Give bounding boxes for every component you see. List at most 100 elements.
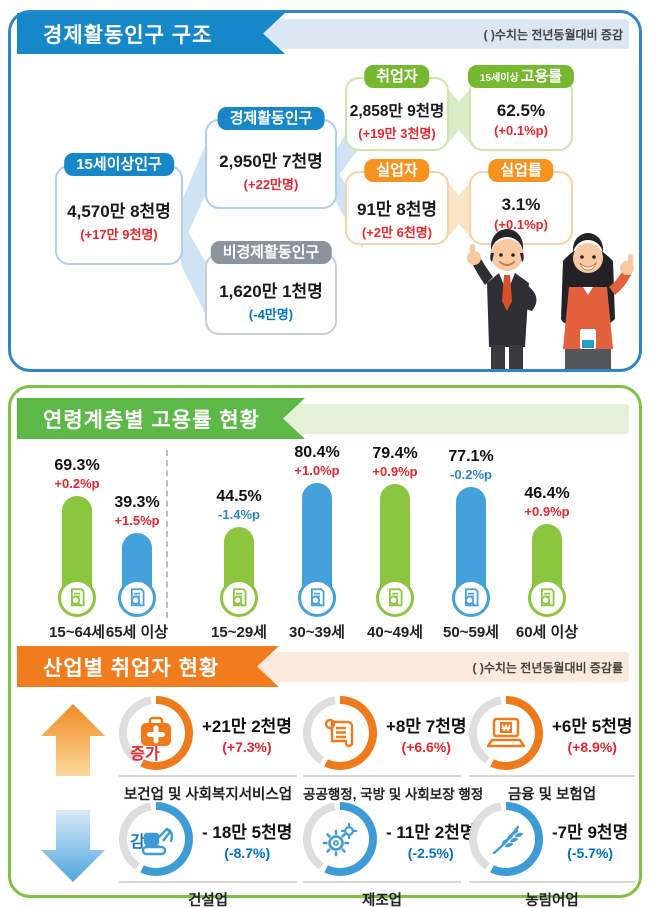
bar-65plus: 39.3% +1.5%p 65세 이상 [99, 494, 175, 642]
box-population-15plus-value: 4,570만 8천명 [67, 202, 171, 221]
box-employment-rate: 15세이상 고용률 62.5% (+0.1%p) [467, 65, 575, 151]
medical-bag-icon [119, 696, 193, 770]
bar-value: 44.5% [216, 488, 262, 505]
industry-label: 건설업 [119, 881, 297, 908]
industry-construction: - 18만 5천명 (-8.7%) 건설업 [119, 802, 297, 908]
box-unemployment-rate-label: 실업률 [488, 159, 554, 182]
bar-change: -0.2%p [450, 467, 492, 482]
box-unemployment-rate-value: 3.1% [501, 195, 541, 214]
industry-pct: (-5.7%) [567, 844, 614, 861]
bar-value: 69.3% [54, 457, 100, 474]
box-non-econ-label: 비경제활동인구 [210, 241, 332, 264]
document-search-icon [376, 579, 414, 617]
box-employed-change: (+19만 3천명) [358, 126, 436, 141]
industry-health: +21만 2천명 (+7.3%) 보건업 및 사회복지서비스업 [119, 696, 297, 804]
box-employed-value: 2,858만 9천명 [349, 103, 445, 120]
bar-value: 80.4% [294, 444, 340, 461]
section3-header: 산업별 취업자 현황 ( )수치는 전년동월대비 증감률 [11, 646, 639, 692]
bar-category: 15~29세 [211, 624, 267, 641]
industry-manufacturing: - 11만 2천명 (-2.5%) 제조업 [303, 802, 475, 908]
box-non-econ: 비경제활동인구 1,620만 1천명 (-4만명) [205, 241, 337, 335]
increase-arrow-label: 증가 [130, 746, 160, 763]
bar-change: +0.9%p [524, 504, 570, 519]
laptop-won-icon: ₩ [469, 696, 543, 770]
box-unemployed-label: 실업자 [364, 159, 430, 182]
section3-title: 산업별 취업자 현황 [17, 646, 279, 687]
box-employment-rate-value: 62.5% [496, 101, 546, 120]
industry-value: +21만 2천명 [202, 716, 292, 736]
industry-label: 금융 및 보험업 [469, 775, 635, 804]
bar-category: 65세 이상 [105, 624, 169, 641]
bar-category: 60세 이상 [515, 624, 579, 641]
wheat-icon [469, 802, 543, 876]
bar-value: 46.4% [524, 485, 570, 502]
document-search-icon [298, 579, 336, 617]
bar-60plus: 46.4% +0.9%p 60세 이상 [509, 485, 585, 642]
bar-value: 79.4% [372, 445, 418, 462]
bar-category: 50~59세 [443, 624, 499, 641]
industry-label: 공공행정, 국방 및 사회보장 행정 [303, 775, 483, 803]
section1-note: ( )수치는 전년동월대비 증감 [483, 28, 623, 42]
bar-change: +1.5%p [114, 513, 160, 528]
industry-public-admin: +8만 7천명 (+6.6%) 공공행정, 국방 및 사회보장 행정 [303, 696, 483, 803]
industry-value: - 11만 2천명 [386, 822, 476, 842]
box-population-15plus: 15세이상인구 4,570만 8천명 (+17만 9천명) [55, 153, 183, 265]
box-non-econ-change: (-4만명) [248, 307, 294, 322]
bar-category: 30~39세 [289, 624, 345, 641]
industry-pct: (-8.7%) [224, 844, 271, 861]
employment-panel: 연령계층별 고용률 현황 69.3% +0.2%p 15~64세 39.3% +… [8, 385, 642, 908]
document-search-icon [528, 579, 566, 617]
industry-value: +6만 5천명 [552, 716, 633, 736]
people-illustration [467, 229, 634, 369]
bar-15-29: 44.5% -1.4%p 15~29세 [201, 488, 277, 642]
bar-change: +0.9%p [372, 464, 418, 479]
bar-change: -1.4%p [218, 507, 260, 522]
section1-header: 경제활동인구 구조 ( )수치는 전년동월대비 증감 [11, 13, 639, 59]
box-unemployment-rate: 실업률 3.1% (+0.1%p) [469, 159, 573, 245]
box-population-15plus-change: (+17만 9천명) [80, 227, 158, 242]
document-search-icon [452, 579, 490, 617]
box-econ-active: 경제활동인구 2,950만 7천명 (+22만명) [205, 107, 337, 209]
bar-15-64: 69.3% +0.2%p 15~64세 [39, 457, 115, 642]
section2-title: 연령계층별 고용률 현황 [17, 398, 305, 439]
industry-label: 농림어업 [469, 881, 635, 908]
box-employed-label: 취업자 [364, 65, 430, 88]
bar-change: +1.0%p [294, 463, 340, 478]
industry-label: 제조업 [303, 881, 461, 908]
bar-category: 40~49세 [367, 624, 423, 641]
document-search-icon [118, 579, 156, 617]
scroll-icon [303, 696, 377, 770]
bar-change: +0.2%p [54, 476, 100, 491]
industry-pct: (+8.9%) [567, 738, 617, 755]
box-unemployment-rate-change: (+0.1%p) [494, 217, 548, 232]
industry-value: -7만 9천명 [552, 822, 629, 842]
industry-label: 보건업 및 사회복지서비스업 [119, 775, 297, 804]
box-econ-active-label: 경제활동인구 [217, 107, 325, 130]
section2-header: 연령계층별 고용률 현황 [11, 398, 639, 444]
document-search-icon [220, 579, 258, 617]
industry-pct: (-2.5%) [407, 844, 454, 861]
box-unemployed-value: 91만 8천명 [356, 200, 437, 219]
box-employment-rate-change: (+0.1%p) [494, 123, 548, 138]
excavator-icon [119, 802, 193, 876]
bar-group-separator [166, 450, 168, 618]
bar-value: 39.3% [114, 494, 160, 511]
industry-pct: (+6.6%) [401, 738, 451, 755]
bar-category: 15~64세 [49, 624, 105, 641]
industry-value: - 18만 5천명 [202, 822, 293, 842]
svg-text:₩: ₩ [502, 723, 511, 733]
box-employed: 취업자 2,858만 9천명 (+19만 3천명) [345, 65, 449, 151]
box-econ-active-value: 2,950만 7천명 [219, 152, 323, 171]
box-unemployed-change: (+2만 6천명) [361, 225, 433, 240]
economic-activity-structure-panel: 경제활동인구 구조 ( )수치는 전년동월대비 증감 15세이상인구 4,570… [8, 10, 642, 372]
industry-pct: (+7.3%) [222, 738, 272, 755]
employment-rate-bar-chart: 69.3% +0.2%p 15~64세 39.3% +1.5%p 65세 이상 … [11, 444, 639, 646]
section1-title: 경제활동인구 구조 [17, 13, 285, 54]
industry-value: +8만 7천명 [386, 716, 467, 736]
industry-finance: ₩ +6만 5천명 (+8.9%) 금융 및 보험업 [469, 696, 635, 804]
industry-agriculture: -7만 9천명 (-5.7%) 농림어업 [469, 802, 635, 908]
box-unemployed: 실업자 91만 8천명 (+2만 6천명) [345, 159, 449, 245]
bar-50-59: 77.1% -0.2%p 50~59세 [433, 448, 509, 642]
bar-40-49: 79.4% +0.9%p 40~49세 [357, 445, 433, 642]
box-non-econ-value: 1,620만 1천명 [219, 282, 323, 301]
